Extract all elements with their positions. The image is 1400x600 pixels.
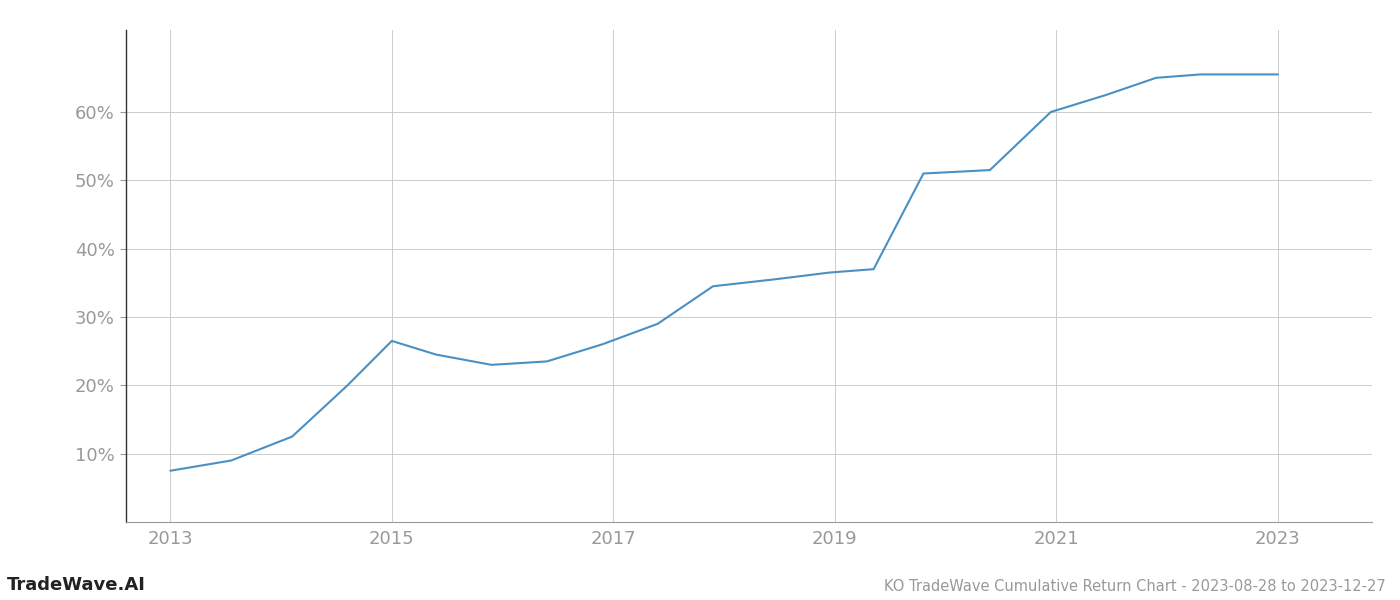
Text: KO TradeWave Cumulative Return Chart - 2023-08-28 to 2023-12-27: KO TradeWave Cumulative Return Chart - 2… — [885, 579, 1386, 594]
Text: TradeWave.AI: TradeWave.AI — [7, 576, 146, 594]
